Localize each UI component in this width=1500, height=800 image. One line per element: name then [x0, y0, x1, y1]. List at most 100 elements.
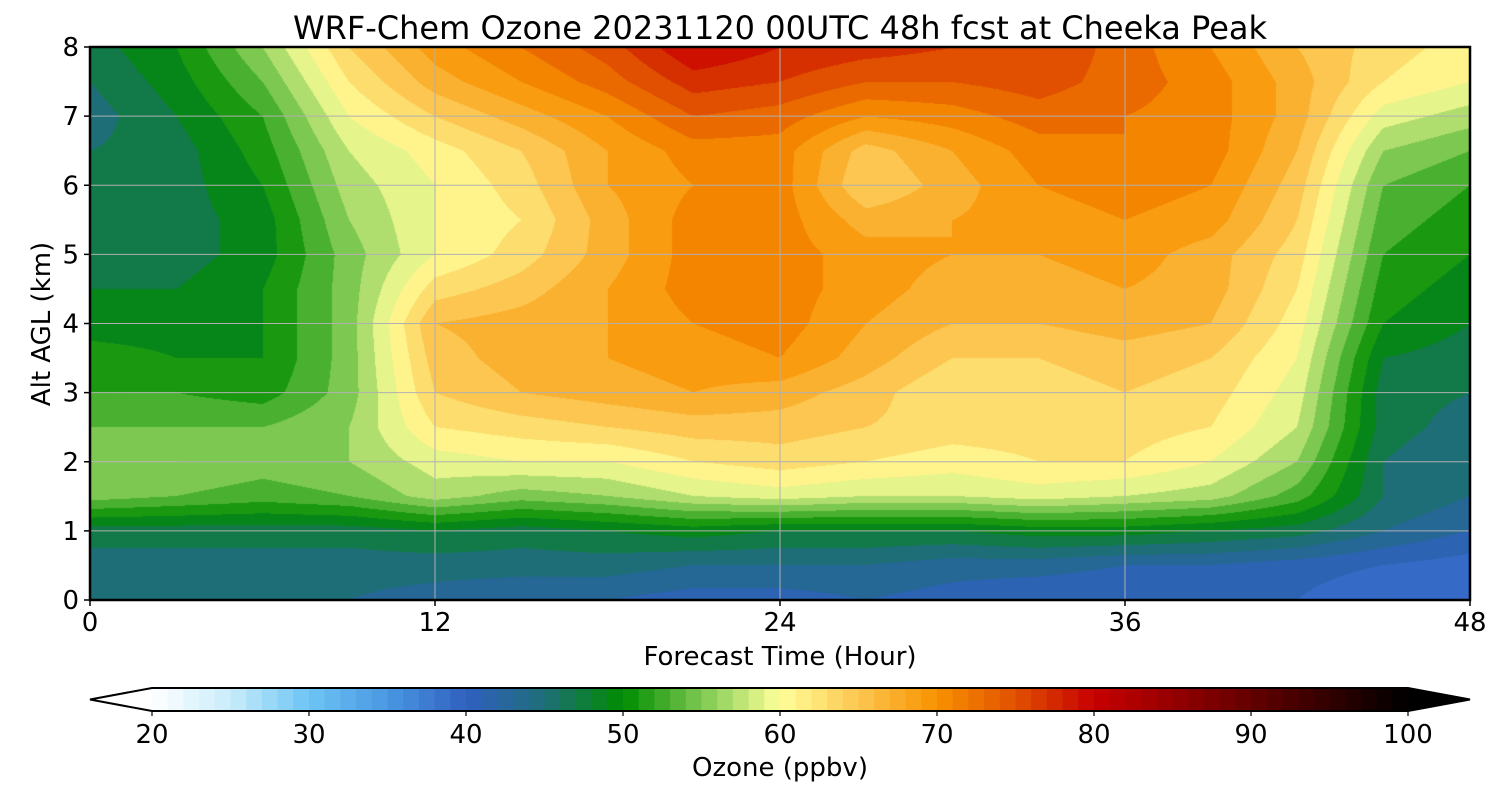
colorbar-segment [999, 688, 1017, 711]
colorbar-segment [1376, 688, 1393, 711]
colorbar-segment [842, 688, 860, 711]
y-tick-label: 6 [62, 171, 79, 201]
colorbar-segment [921, 688, 938, 711]
colorbar-segment [261, 688, 279, 711]
colorbar-segment [1219, 688, 1236, 711]
colorbar-segment [1266, 688, 1283, 711]
colorbar-segment [858, 688, 875, 711]
x-tick-label: 24 [763, 608, 796, 638]
colorbar-segment [795, 688, 812, 711]
colorbar-tick-label: 80 [1077, 720, 1110, 750]
colorbar-segment [450, 688, 467, 711]
colorbar-segment [685, 688, 703, 711]
colorbar-segment [1156, 688, 1174, 711]
y-tick-label: 4 [62, 310, 79, 340]
colorbar-segment [748, 688, 765, 711]
colorbar-segment [1062, 688, 1079, 711]
colorbar-segment [1078, 688, 1095, 711]
colorbar-segment [1109, 688, 1126, 711]
colorbar-segment [575, 688, 593, 711]
colorbar: 20 30 40 50 60 70 80 90 100 [89, 687, 1471, 750]
y-tick-label: 8 [62, 33, 79, 63]
colorbar-segment [1015, 688, 1032, 711]
colorbar-segment [984, 688, 1001, 711]
x-axis-label: Forecast Time (Hour) [643, 642, 916, 672]
colorbar-segment [1298, 688, 1315, 711]
colorbar-segment [1360, 688, 1378, 711]
colorbar-segment [874, 688, 891, 711]
x-tick-label: 48 [1453, 608, 1486, 638]
colorbar-segment [937, 688, 954, 711]
colorbar-segment [356, 688, 373, 711]
colorbar-segment [277, 688, 294, 711]
colorbar-segment [403, 688, 420, 711]
colorbar-segment [418, 688, 436, 711]
colorbar-segment [1392, 688, 1409, 711]
y-tick-label: 1 [62, 517, 79, 547]
colorbar-tick-label: 60 [763, 720, 796, 750]
colorbar-tick-label: 90 [1234, 720, 1267, 750]
colorbar-segment [481, 688, 498, 711]
colorbar-segment [199, 688, 216, 711]
colorbar-segment [732, 688, 750, 711]
colorbar-tick-label: 70 [920, 720, 953, 750]
colorbar-segment [246, 688, 263, 711]
colorbar-segment [1345, 688, 1362, 711]
x-axis-ticks: 0 12 24 36 48 [82, 600, 1487, 638]
y-tick-label: 0 [62, 586, 79, 616]
y-axis-ticks: 0 1 2 3 4 5 6 7 8 [62, 33, 90, 616]
colorbar-tick-label: 100 [1383, 720, 1433, 750]
y-tick-label: 5 [62, 240, 79, 270]
grid-lines [90, 47, 1470, 600]
colorbar-segment [513, 688, 530, 711]
x-tick-label: 36 [1108, 608, 1141, 638]
colorbar-extend-low [90, 688, 152, 711]
colorbar-segment [638, 688, 655, 711]
colorbar-segment [1046, 688, 1064, 711]
colorbar-segment [827, 688, 844, 711]
x-tick-label: 12 [418, 608, 451, 638]
colorbar-segment [387, 688, 404, 711]
colorbar-segment [230, 688, 247, 711]
colorbar-segment [1031, 688, 1048, 711]
chart-title: WRF-Chem Ozone 20231120 00UTC 48h fcst a… [293, 9, 1268, 47]
y-tick-label: 7 [62, 102, 79, 132]
colorbar-segment [309, 688, 326, 711]
colorbar-segment [324, 688, 341, 711]
colorbar-segment [1188, 688, 1205, 711]
colorbar-segment [152, 688, 169, 711]
y-tick-label: 3 [62, 379, 79, 409]
colorbar-segment [1251, 688, 1268, 711]
colorbar-tick-label: 40 [449, 720, 482, 750]
y-tick-label: 2 [62, 448, 79, 478]
colorbar-tick-label: 20 [135, 720, 168, 750]
colorbar-label: Ozone (ppbv) [692, 753, 868, 783]
colorbar-segment [1094, 688, 1111, 711]
colorbar-segment [811, 688, 828, 711]
colorbar-extend-high [1408, 688, 1470, 711]
colorbar-segment [1141, 688, 1158, 711]
colorbar-segment [952, 688, 969, 711]
colorbar-segment [434, 688, 451, 711]
colorbar-segment [1235, 688, 1252, 711]
colorbar-segment [560, 688, 577, 711]
colorbar-segment [968, 688, 985, 711]
colorbar-segment [466, 688, 483, 711]
colorbar-segment [623, 688, 640, 711]
colorbar-segment [670, 688, 687, 711]
colorbar-segment [717, 688, 734, 711]
colorbar-segment [1203, 688, 1221, 711]
colorbar-segment [183, 688, 200, 711]
colorbar-segment [701, 688, 718, 711]
colorbar-segment [1172, 688, 1189, 711]
colorbar-segment [293, 688, 310, 711]
colorbar-segment [780, 688, 797, 711]
colorbar-segment [497, 688, 514, 711]
colorbar-segment [591, 688, 608, 711]
colorbar-segment [544, 688, 561, 711]
y-axis-label: Alt AGL (km) [27, 242, 57, 406]
colorbar-segment [371, 688, 389, 711]
colorbar-segment [167, 688, 184, 711]
colorbar-tick-label: 30 [292, 720, 325, 750]
